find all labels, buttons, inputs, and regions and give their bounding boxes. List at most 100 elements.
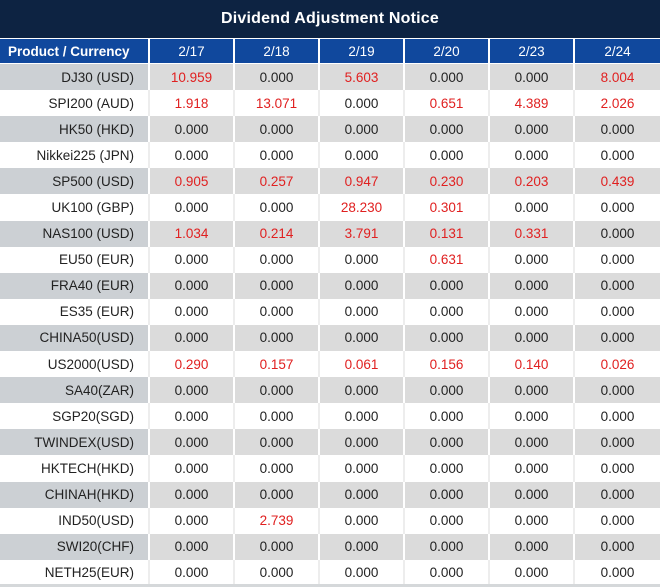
value-cell: 0.000	[235, 403, 320, 430]
value-cell: 0.000	[235, 455, 320, 482]
product-cell: UK100 (GBP)	[0, 194, 150, 221]
value-cell: 0.203	[490, 168, 575, 195]
value-cell: 0.651	[405, 90, 490, 117]
value-cell: 0.000	[405, 507, 490, 534]
value-cell: 0.000	[150, 559, 235, 586]
value-cell: 0.000	[575, 116, 660, 143]
value-cell: 4.389	[490, 90, 575, 117]
header-date: 2/24	[575, 39, 660, 64]
value-cell: 0.000	[150, 298, 235, 325]
value-cell: 0.000	[150, 246, 235, 273]
table-row: SGP20(SGD) 0.000 0.000 0.000 0.000 0.000 0.000	[0, 403, 660, 430]
header-row: Product / Currency 2/17 2/18 2/19 2/20 2/23 2…	[0, 39, 660, 64]
table-row: SWI20(CHF) 0.000 0.000 0.000 0.000 0.000 0.000	[0, 533, 660, 560]
next-row-sliver	[0, 584, 660, 587]
value-cell: 0.000	[235, 116, 320, 143]
value-cell: 0.000	[320, 481, 405, 508]
value-cell: 1.034	[150, 220, 235, 247]
value-cell: 0.000	[320, 377, 405, 404]
product-cell: HK50 (HKD)	[0, 116, 150, 143]
value-cell: 0.000	[490, 142, 575, 169]
value-cell: 0.000	[405, 298, 490, 325]
value-cell: 0.000	[575, 429, 660, 456]
value-cell: 0.000	[575, 220, 660, 247]
value-cell: 0.000	[575, 142, 660, 169]
value-cell: 5.603	[320, 64, 405, 91]
value-cell: 0.000	[490, 533, 575, 560]
value-cell: 0.000	[575, 377, 660, 404]
value-cell: 0.000	[320, 272, 405, 299]
value-cell: 0.000	[405, 403, 490, 430]
header-product-currency: Product / Currency	[0, 39, 150, 64]
value-cell: 0.156	[405, 351, 490, 378]
value-cell: 0.000	[575, 559, 660, 586]
header-date: 2/23	[490, 39, 575, 64]
value-cell: 0.000	[405, 64, 490, 91]
table-row: UK100 (GBP) 0.000 0.000 28.230 0.301 0.000 0.0…	[0, 194, 660, 221]
table-body: DJ30 (USD) 10.959 0.000 5.603 0.000 0.000 8.00…	[0, 64, 660, 586]
value-cell: 0.000	[150, 481, 235, 508]
value-cell: 0.000	[405, 559, 490, 586]
value-cell: 0.000	[235, 64, 320, 91]
value-cell: 0.000	[490, 298, 575, 325]
value-cell: 0.000	[150, 116, 235, 143]
value-cell: 0.000	[235, 533, 320, 560]
value-cell: 0.000	[235, 481, 320, 508]
value-cell: 0.000	[320, 403, 405, 430]
value-cell: 0.000	[405, 455, 490, 482]
value-cell: 0.000	[490, 455, 575, 482]
value-cell: 0.230	[405, 168, 490, 195]
value-cell: 0.131	[405, 220, 490, 247]
table-row: NETH25(EUR) 0.000 0.000 0.000 0.000 0.000 0.00…	[0, 559, 660, 586]
header-date: 2/20	[405, 39, 490, 64]
value-cell: 0.000	[235, 429, 320, 456]
product-cell: NAS100 (USD)	[0, 220, 150, 247]
value-cell: 0.000	[235, 194, 320, 221]
value-cell: 0.000	[575, 246, 660, 273]
page-title: Dividend Adjustment Notice	[0, 0, 660, 39]
value-cell: 0.000	[150, 324, 235, 352]
value-cell: 0.000	[150, 377, 235, 404]
value-cell: 2.739	[235, 507, 320, 534]
value-cell: 0.000	[490, 559, 575, 586]
value-cell: 0.000	[405, 533, 490, 560]
value-cell: 0.000	[150, 194, 235, 221]
value-cell: 0.000	[575, 455, 660, 482]
value-cell: 0.000	[320, 90, 405, 117]
value-cell: 0.000	[320, 507, 405, 534]
value-cell: 0.000	[490, 246, 575, 273]
product-cell: DJ30 (USD)	[0, 64, 150, 91]
value-cell: 0.000	[320, 116, 405, 143]
value-cell: 0.000	[320, 298, 405, 325]
value-cell: 28.230	[320, 194, 405, 221]
value-cell: 0.140	[490, 351, 575, 378]
table-row: FRA40 (EUR) 0.000 0.000 0.000 0.000 0.000 0.00…	[0, 272, 660, 299]
value-cell: 0.331	[490, 220, 575, 247]
product-cell: FRA40 (EUR)	[0, 272, 150, 299]
product-cell: CHINA50(USD)	[0, 324, 150, 352]
value-cell: 0.000	[235, 272, 320, 299]
value-cell: 3.791	[320, 220, 405, 247]
table-row: SP500 (USD) 0.905 0.257 0.947 0.230 0.203 0.43…	[0, 168, 660, 195]
value-cell: 0.000	[405, 481, 490, 508]
value-cell: 0.000	[150, 272, 235, 299]
product-cell: TWINDEX(USD)	[0, 429, 150, 456]
table-row: CHINAH(HKD) 0.000 0.000 0.000 0.000 0.000 0.00…	[0, 481, 660, 508]
value-cell: 8.004	[575, 64, 660, 91]
value-cell: 0.905	[150, 168, 235, 195]
dividend-table: Product / Currency 2/17 2/18 2/19 2/20 2/23 2…	[0, 39, 660, 586]
value-cell: 0.000	[235, 559, 320, 586]
value-cell: 0.000	[405, 142, 490, 169]
product-cell: SPI200 (AUD)	[0, 90, 150, 117]
product-cell: NETH25(EUR)	[0, 559, 150, 586]
value-cell: 0.257	[235, 168, 320, 195]
value-cell: 0.000	[575, 298, 660, 325]
value-cell: 0.026	[575, 351, 660, 378]
value-cell: 0.000	[575, 324, 660, 352]
value-cell: 0.000	[320, 533, 405, 560]
table-row: HKTECH(HKD) 0.000 0.000 0.000 0.000 0.000 0.00…	[0, 455, 660, 482]
value-cell: 0.000	[150, 533, 235, 560]
value-cell: 0.000	[405, 324, 490, 352]
value-cell: 0.000	[575, 272, 660, 299]
value-cell: 0.000	[575, 533, 660, 560]
